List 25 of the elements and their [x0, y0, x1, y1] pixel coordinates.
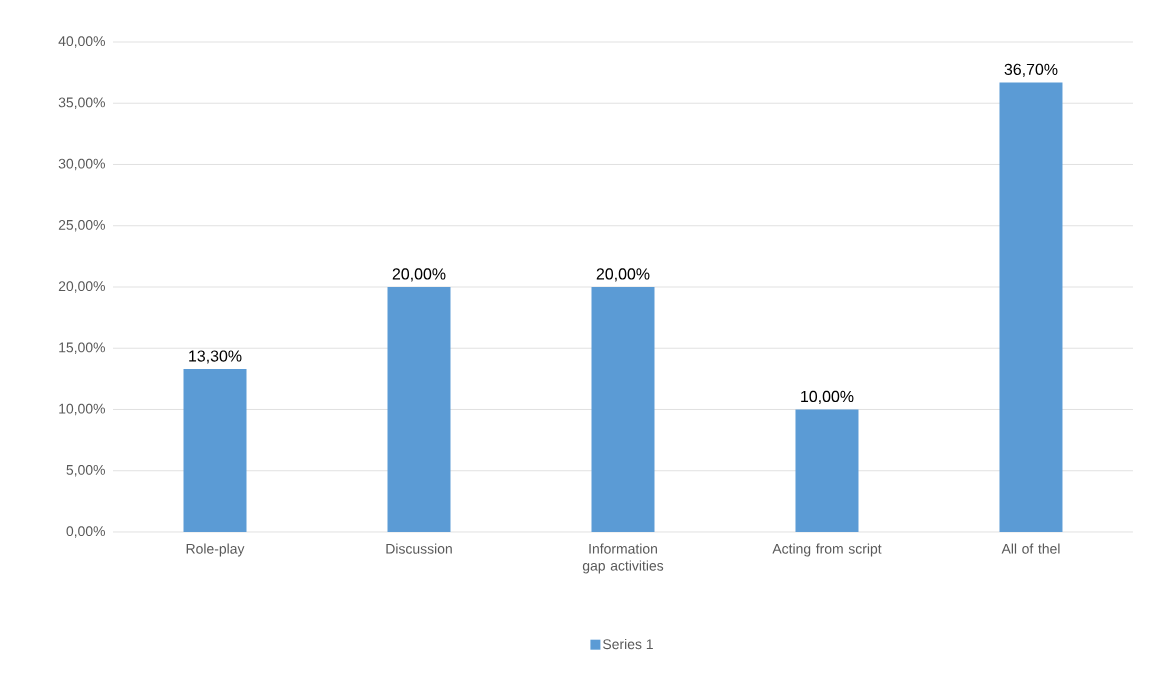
x-tick-label: All of thel	[1001, 543, 1060, 554]
bar	[387, 286, 451, 532]
y-tick-label: 30,00%	[58, 158, 105, 171]
y-tick-label: 5,00%	[66, 464, 105, 477]
y-tick-label: 0,00%	[66, 526, 105, 538]
data-label: 10,00%	[801, 390, 854, 404]
bar	[591, 286, 655, 532]
y-tick-label: 10,00%	[59, 403, 105, 416]
legend-label: Series 1	[603, 638, 653, 650]
y-tick-label: 25,00%	[58, 219, 105, 232]
x-tick-label: Acting from script	[772, 543, 882, 557]
data-label: 36,70%	[1004, 63, 1058, 77]
data-label: 20,00%	[392, 268, 446, 282]
x-tick-label: Role-play	[186, 543, 245, 557]
data-label: 13,30%	[189, 350, 242, 364]
y-tick-label: 15,00%	[59, 342, 105, 354]
bar	[183, 369, 247, 532]
y-tick-label: 40,00%	[58, 36, 105, 48]
bar	[999, 82, 1063, 532]
y-tick-label: 20,00%	[58, 281, 105, 293]
y-tick-label: 35,00%	[58, 97, 105, 109]
x-tick-label: Information gap activities	[582, 543, 664, 574]
data-label: 20,00%	[596, 268, 650, 282]
bar	[795, 409, 859, 532]
x-tick-label: Discussion	[386, 543, 452, 554]
